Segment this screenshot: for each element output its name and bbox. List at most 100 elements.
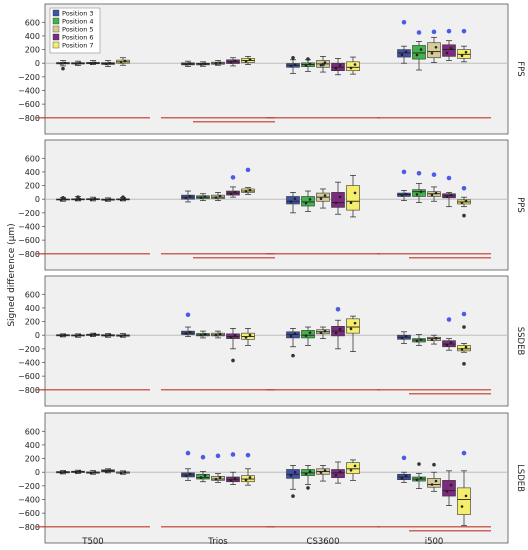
data-point bbox=[89, 198, 93, 201]
box-i500-position-5 bbox=[427, 186, 441, 202]
data-point bbox=[244, 336, 248, 339]
box-t500-position-6 bbox=[101, 333, 115, 338]
data-point bbox=[304, 201, 308, 205]
y-tick-label: 400 bbox=[25, 32, 40, 41]
y-tick-label: −800 bbox=[18, 386, 40, 395]
data-point bbox=[323, 61, 327, 64]
y-tick-label: 400 bbox=[25, 441, 40, 450]
panel-label: LSDEB bbox=[515, 464, 525, 492]
data-point bbox=[184, 474, 188, 478]
data-point bbox=[400, 476, 404, 480]
box-i500-position-3 bbox=[397, 189, 411, 201]
data-point bbox=[308, 198, 312, 201]
data-point bbox=[434, 479, 438, 483]
data-point bbox=[353, 321, 357, 325]
y-tick-label: 600 bbox=[25, 427, 40, 436]
y-tick-label: 200 bbox=[25, 182, 40, 191]
outlier-point bbox=[291, 494, 295, 498]
data-point bbox=[404, 50, 408, 54]
data-point bbox=[349, 66, 353, 70]
outlier-point bbox=[461, 28, 467, 34]
data-point bbox=[108, 469, 112, 472]
box-t500-position-3 bbox=[56, 60, 70, 67]
box-t500-position-5 bbox=[86, 60, 100, 65]
y-tick-label: 200 bbox=[25, 46, 40, 55]
data-point bbox=[434, 45, 438, 49]
outlier-point bbox=[461, 185, 467, 191]
y-tick-label: −800 bbox=[18, 114, 40, 123]
y-tick-label: 0 bbox=[35, 59, 40, 68]
box-body bbox=[346, 462, 360, 474]
data-point bbox=[323, 469, 327, 472]
box-cs3600-position-7 bbox=[346, 315, 360, 352]
panel-label: SSDEB bbox=[515, 327, 525, 356]
box-i500-position-7 bbox=[457, 196, 471, 208]
box-body bbox=[331, 469, 345, 478]
box-body bbox=[301, 196, 315, 207]
data-point bbox=[293, 63, 297, 66]
box-t500-position-5 bbox=[86, 196, 100, 202]
box-body bbox=[427, 42, 441, 59]
data-point bbox=[430, 338, 434, 341]
data-point bbox=[449, 341, 453, 344]
outlier-point bbox=[432, 462, 436, 467]
box-t500-position-4 bbox=[71, 469, 85, 474]
data-point bbox=[203, 62, 207, 66]
data-point bbox=[289, 334, 293, 338]
outlier-point bbox=[321, 62, 325, 67]
box-trios-position-4 bbox=[196, 193, 210, 201]
data-point bbox=[415, 53, 419, 57]
data-point bbox=[445, 195, 449, 198]
box-cs3600-position-3 bbox=[286, 328, 300, 348]
y-tick-label: −800 bbox=[18, 250, 40, 259]
box-body bbox=[457, 345, 471, 352]
data-point bbox=[89, 471, 93, 475]
box-body bbox=[346, 318, 360, 334]
box-body bbox=[346, 185, 360, 211]
data-point bbox=[218, 61, 222, 65]
data-point bbox=[289, 474, 293, 477]
outlier-point bbox=[291, 55, 295, 60]
data-point bbox=[203, 332, 207, 336]
data-point bbox=[108, 61, 112, 65]
data-point bbox=[119, 334, 123, 338]
data-point bbox=[415, 193, 419, 196]
legend-label: Position 7 bbox=[62, 42, 94, 50]
data-point bbox=[74, 62, 78, 65]
box-trios-position-3 bbox=[181, 60, 195, 67]
data-point bbox=[244, 59, 248, 63]
panel-label: FPS bbox=[515, 61, 525, 76]
box-body bbox=[331, 192, 345, 208]
y-tick-label: 0 bbox=[35, 468, 40, 477]
outlier-point bbox=[446, 28, 452, 34]
panel-frame bbox=[44, 139, 509, 271]
data-point bbox=[319, 331, 323, 334]
y-tick-label: 600 bbox=[25, 154, 40, 163]
data-point bbox=[74, 334, 78, 337]
data-point bbox=[199, 476, 203, 479]
data-point bbox=[229, 192, 233, 196]
box-i500-position-4 bbox=[412, 334, 426, 346]
box-i500-position-4 bbox=[412, 473, 426, 489]
outlier-point bbox=[401, 455, 407, 461]
data-point bbox=[59, 471, 63, 474]
data-point bbox=[203, 474, 207, 477]
box-body bbox=[412, 45, 426, 60]
box-cs3600-position-3 bbox=[286, 59, 300, 74]
box-t500-position-4 bbox=[71, 60, 85, 66]
box-cs3600-position-5 bbox=[316, 326, 330, 339]
data-point bbox=[248, 476, 252, 479]
box-cs3600-position-5 bbox=[316, 188, 330, 209]
box-cs3600-position-5 bbox=[316, 465, 330, 482]
data-point bbox=[74, 198, 78, 201]
y-axis-label: Signed difference (µm) bbox=[7, 223, 17, 326]
data-point bbox=[449, 46, 453, 50]
data-point bbox=[203, 195, 207, 198]
panel-frame bbox=[44, 3, 509, 135]
data-point bbox=[89, 62, 93, 65]
box-body bbox=[442, 480, 456, 497]
data-point bbox=[59, 198, 63, 202]
data-point bbox=[123, 197, 127, 201]
box-cs3600-position-6 bbox=[331, 58, 345, 76]
legend-swatch bbox=[52, 9, 60, 17]
